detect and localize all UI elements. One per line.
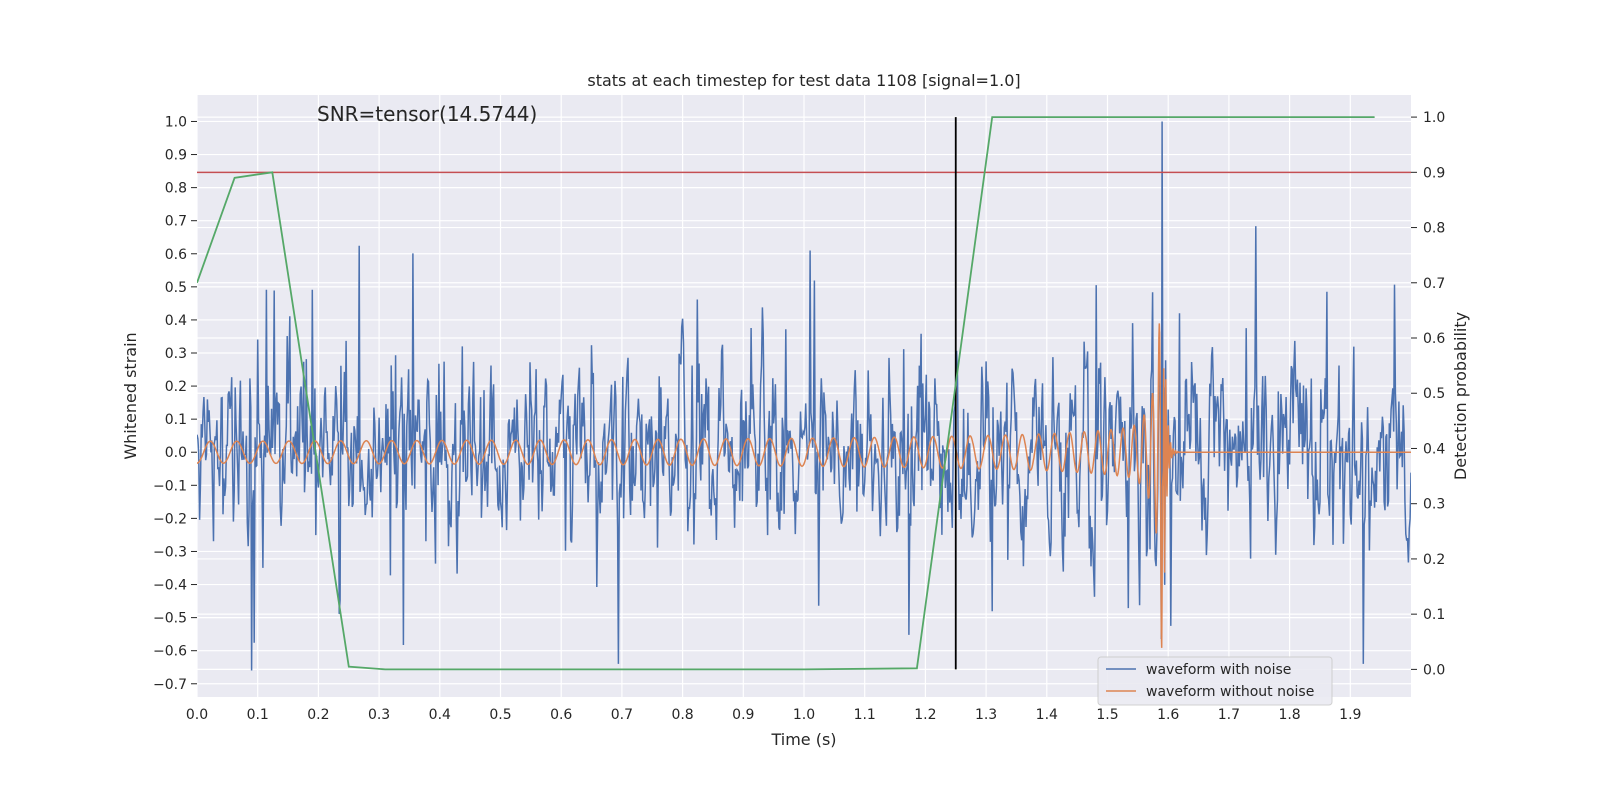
- y2-tick-label: 1.0: [1423, 110, 1445, 126]
- x-axis-label: Time (s): [770, 730, 836, 749]
- x-tick-label: 0.5: [489, 707, 511, 723]
- y-tick-label: −0.7: [153, 677, 187, 693]
- x-tick-label: 1.8: [1278, 707, 1300, 723]
- x-tick-label: 1.4: [1036, 707, 1058, 723]
- series-layer: [197, 116, 1411, 671]
- x-tick-label: 0.1: [247, 707, 269, 723]
- x-tick-label: 1.5: [1096, 707, 1118, 723]
- legend: waveform with noise waveform without noi…: [1097, 656, 1333, 706]
- x-tick-label: 1.3: [975, 707, 997, 723]
- x-tick-label: 1.6: [1157, 707, 1179, 723]
- x-tick-label: 1.1: [854, 707, 876, 723]
- y2-tick-label: 0.5: [1423, 386, 1445, 402]
- x-tick-label: 0.3: [368, 707, 390, 723]
- y2-axis-label: Detection probability: [1451, 312, 1470, 480]
- y2-tick-label: 0.0: [1423, 662, 1445, 678]
- grid: [196, 95, 1411, 697]
- x-tick-label: 1.9: [1339, 707, 1361, 723]
- x-tick-label: 1.7: [1218, 707, 1240, 723]
- y2-tick-label: 0.4: [1423, 441, 1445, 457]
- ticks: 0.0 0.1 0.2 0.3 0.4 0.5 0.6 0.7 0.8 0.9 1.0 1.1 1.2 1…: [153, 110, 1445, 723]
- y-tick-label: −0.6: [153, 644, 187, 660]
- x-tick-label: 0.2: [307, 707, 329, 723]
- y-tick-label: 0.6: [165, 247, 187, 263]
- y-tick-label: −0.2: [153, 511, 187, 527]
- x-tick-label: 0.0: [186, 707, 208, 723]
- y2-tick-label: 0.8: [1423, 221, 1445, 237]
- x-tick-label: 0.4: [429, 707, 451, 723]
- snr-annotation: SNR=tensor(14.5744): [317, 102, 537, 126]
- legend-label-clean: waveform without noise: [1146, 684, 1314, 700]
- x-tick-label: 1.2: [914, 707, 936, 723]
- y-tick-label: 1.0: [165, 114, 187, 130]
- y-tick-label: 0.4: [165, 313, 187, 329]
- y2-tick-label: 0.9: [1423, 165, 1445, 181]
- chart-title: stats at each timestep for test data 110…: [587, 71, 1020, 90]
- y-tick-label: 0.8: [165, 181, 187, 197]
- y2-tick-label: 0.7: [1423, 276, 1445, 292]
- y-tick-label: −0.4: [153, 578, 187, 594]
- y2-tick-label: 0.1: [1423, 607, 1445, 623]
- x-tick-label: 0.6: [550, 707, 572, 723]
- y-axis-label: Whitened strain: [121, 332, 140, 459]
- series-waveform-with-noise: [197, 121, 1411, 671]
- y-tick-label: 0.0: [165, 445, 187, 461]
- legend-box: [1097, 656, 1333, 706]
- x-tick-label: 0.9: [732, 707, 754, 723]
- x-tick-label: 1.0: [793, 707, 815, 723]
- legend-label-noise: waveform with noise: [1146, 662, 1291, 678]
- y-tick-label: −0.1: [153, 478, 187, 494]
- y-tick-label: −0.3: [153, 544, 187, 560]
- y-tick-label: 0.5: [165, 280, 187, 296]
- y2-tick-label: 0.3: [1423, 497, 1445, 513]
- y-tick-label: 0.9: [165, 148, 187, 164]
- y-tick-label: 0.1: [165, 412, 187, 428]
- y2-tick-label: 0.2: [1423, 552, 1445, 568]
- y-tick-label: 0.3: [165, 346, 187, 362]
- y-tick-label: 0.2: [165, 379, 187, 395]
- x-tick-label: 0.7: [611, 707, 633, 723]
- y2-tick-label: 0.6: [1423, 331, 1445, 347]
- series-waveform-without-noise: [197, 323, 1411, 648]
- y-tick-label: −0.5: [153, 611, 187, 627]
- y-tick-label: 0.7: [165, 214, 187, 230]
- x-tick-label: 0.8: [671, 707, 693, 723]
